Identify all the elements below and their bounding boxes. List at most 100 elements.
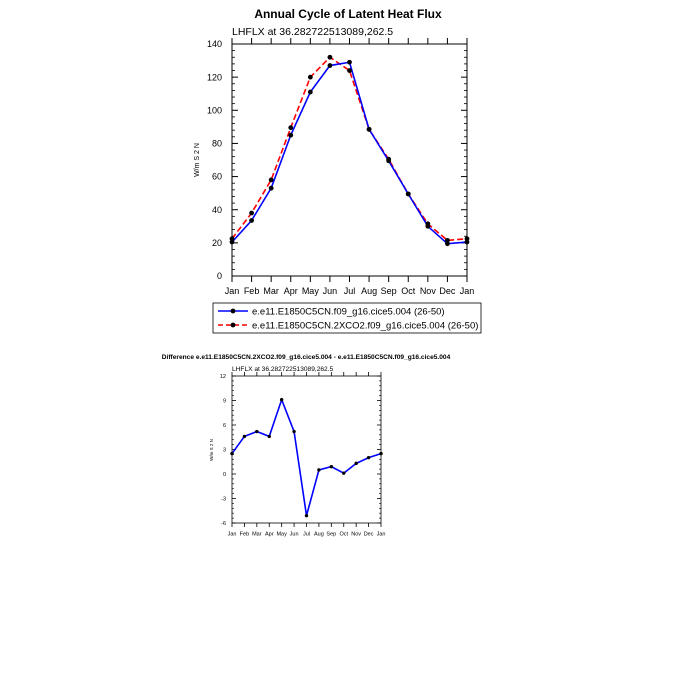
x-tick-label: Dec	[439, 286, 456, 296]
x-tick-label: Oct	[339, 532, 348, 538]
y-tick-label: 12	[220, 374, 226, 380]
x-tick-label: Jan	[460, 286, 475, 296]
data-point	[366, 455, 371, 460]
data-point	[255, 429, 259, 434]
data-point	[249, 210, 254, 216]
y-tick-label: 60	[212, 172, 222, 182]
data-point	[342, 471, 346, 475]
difference-y-axis-ticks: -6 -3 0 3 6 9 12	[220, 374, 381, 527]
x-tick-label: Aug	[361, 286, 377, 296]
data-point	[366, 126, 372, 132]
data-point	[267, 434, 271, 439]
y-tick-label: 80	[212, 139, 222, 149]
x-tick-label: Nov	[420, 286, 437, 296]
chart-subtitle: LHFLX at 36.282722513089,262.5	[232, 26, 393, 38]
data-point	[307, 89, 313, 95]
x-tick-label: Apr	[265, 532, 274, 538]
x-tick-label: May	[276, 532, 287, 538]
y-tick-label: 40	[212, 205, 222, 215]
plot-frame	[231, 43, 468, 277]
data-point	[268, 185, 274, 191]
x-tick-label: Jan	[228, 532, 237, 538]
data-point	[347, 68, 352, 73]
y-tick-label: 9	[223, 398, 226, 404]
y-tick-label: 3	[223, 447, 226, 453]
data-point	[242, 434, 247, 439]
data-point	[329, 464, 334, 469]
plot-series	[229, 54, 470, 247]
data-point	[304, 513, 309, 518]
y-axis-ticks: 0 20 40 60 80 100 120 140	[207, 39, 467, 281]
x-tick-label: Jan	[377, 532, 386, 538]
legend: e.e11.E1850C5CN.f09_g16.cice5.004 (26-50…	[212, 302, 482, 334]
data-point	[379, 451, 383, 456]
data-point	[327, 63, 333, 68]
x-tick-label: Jun	[290, 532, 299, 538]
y-tick-label: 140	[207, 39, 222, 49]
x-tick-label: Aug	[314, 532, 324, 538]
data-point	[354, 461, 358, 466]
y-axis-label: W/m S 2 N	[194, 143, 201, 177]
data-point	[279, 397, 284, 402]
data-point	[386, 156, 392, 162]
legend-label-2xco2: e.e11.E1850C5CN.2XCO2.f09_g16.cice5.004 …	[252, 321, 478, 332]
x-tick-label: Oct	[401, 286, 416, 296]
x-tick-label: Mar	[263, 286, 279, 296]
data-point	[464, 236, 470, 242]
y-tick-label: 6	[223, 423, 226, 429]
difference-x-axis-ticks: Jan Feb Mar Apr May Jun Jul Aug Sep Oct Nov Dec Jan	[228, 372, 386, 538]
data-point	[307, 74, 313, 80]
data-point	[425, 221, 431, 227]
x-tick-label: Sep	[381, 286, 397, 296]
y-tick-label: 20	[212, 238, 222, 248]
y-tick-label: 0	[217, 271, 222, 281]
data-point	[288, 132, 294, 138]
x-tick-label: Jan	[225, 286, 240, 296]
data-point	[268, 177, 274, 183]
y-tick-label: 100	[207, 105, 222, 115]
legend-label-control: e.e11.E1850C5CN.f09_g16.cice5.004 (26-50…	[252, 307, 445, 318]
series-line	[231, 61, 468, 245]
chart-title: Annual Cycle of Latent Heat Flux	[254, 7, 442, 21]
x-tick-label: Jul	[303, 532, 310, 538]
legend-marker-control	[230, 308, 236, 314]
legend-box	[212, 302, 482, 334]
data-point	[317, 468, 321, 472]
data-point	[347, 59, 352, 65]
y-tick-label: 0	[223, 472, 226, 478]
difference-plot-series	[230, 397, 383, 518]
y-tick-label: -6	[221, 521, 226, 527]
data-point	[229, 239, 235, 245]
difference-subtitle: LHFLX at 36.282722513089,262.5	[232, 366, 334, 373]
data-point	[445, 241, 450, 247]
x-tick-label: Dec	[364, 532, 374, 538]
data-point	[327, 54, 333, 60]
difference-y-axis-label: W/m S 2 N	[209, 439, 214, 461]
difference-title: Difference e.e11.E1850C5CN.2XCO2.f09_g16…	[162, 354, 451, 361]
x-tick-label: May	[302, 286, 320, 296]
annual-cycle-chart: Annual Cycle of Latent Heat Flux LHFLX a…	[194, 7, 482, 334]
series-line	[231, 397, 382, 516]
y-tick-label: 120	[207, 72, 222, 82]
x-tick-label: Feb	[240, 532, 249, 538]
y-tick-label: -3	[221, 496, 226, 502]
series-line	[231, 56, 468, 242]
x-axis-ticks: Jan Feb Mar Apr May Jun Jul Aug Sep Oct Nov Dec Jan	[225, 38, 475, 296]
x-tick-label: Feb	[244, 286, 260, 296]
difference-chart: Difference e.e11.E1850C5CN.2XCO2.f09_g16…	[162, 354, 451, 538]
data-point	[445, 237, 450, 243]
x-tick-label: Sep	[326, 532, 336, 538]
data-point	[288, 125, 294, 131]
x-tick-label: Nov	[351, 532, 361, 538]
data-point	[230, 451, 234, 456]
x-tick-label: Jun	[323, 286, 338, 296]
data-point	[405, 191, 411, 197]
data-point	[292, 429, 296, 434]
data-point	[229, 236, 235, 242]
difference-plot-frame	[231, 375, 382, 524]
data-point	[249, 218, 254, 223]
x-tick-label: Jul	[344, 286, 356, 296]
legend-marker-2xco2	[230, 322, 236, 328]
x-tick-label: Apr	[284, 286, 298, 296]
